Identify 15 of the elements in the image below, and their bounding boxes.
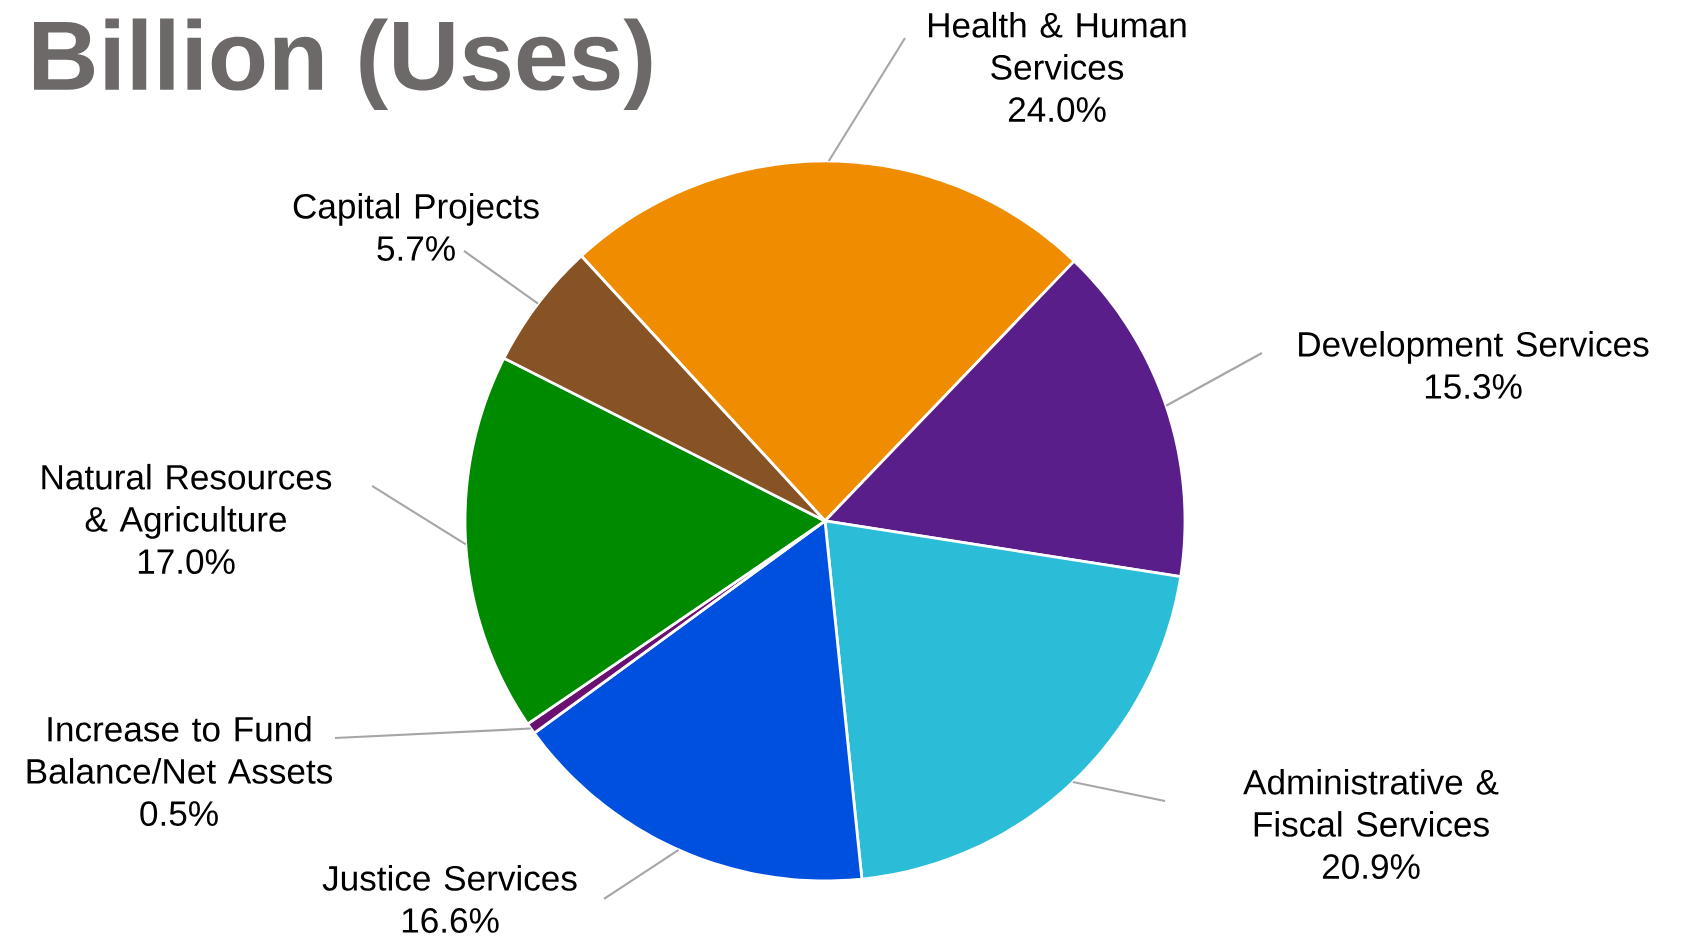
- data-label: 15.3%: [1425, 374, 1522, 399]
- chart-title: Billion (Uses): [33, 18, 652, 111]
- data-label: 16.6%: [402, 908, 499, 933]
- slice-label: Development Services: [1299, 330, 1649, 364]
- slice-label: Increase to Fund Balance/Net Assets: [27, 715, 333, 784]
- slice-label: Justice Services: [322, 864, 577, 891]
- slice-label: Capital Projects: [293, 192, 539, 226]
- slice-label: Administrative & Fiscal Services: [1243, 768, 1499, 837]
- data-label: 5.7%: [377, 236, 455, 261]
- slice-label: Health & Human Services: [928, 11, 1186, 80]
- data-label: 17.0%: [138, 549, 235, 575]
- data-label: 20.9%: [1322, 854, 1420, 880]
- data-label: 24.0%: [1008, 97, 1106, 123]
- slice-label: Natural Resources & Agriculture: [42, 463, 332, 539]
- data-label: 0.5%: [140, 801, 218, 827]
